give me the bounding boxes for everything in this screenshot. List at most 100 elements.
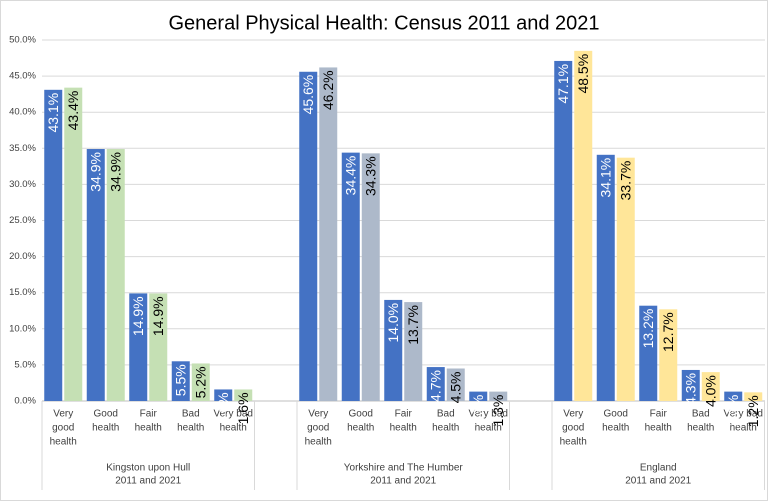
x-tick-label: health (687, 423, 714, 434)
x-tick-label: health (475, 423, 502, 434)
x-tick-label: good (562, 423, 584, 434)
bar (426, 367, 445, 401)
x-tick-label: Very (563, 409, 583, 420)
x-tick-label: good (307, 423, 329, 434)
y-tick-label: 25.0% (9, 215, 36, 226)
value-label: 34.9% (88, 152, 104, 192)
x-tick-label: health (177, 423, 204, 434)
value-label: 1.3% (725, 395, 741, 427)
value-label: 5.5% (173, 364, 189, 396)
y-tick-label: 45.0% (9, 71, 36, 82)
value-label: 4.5% (448, 372, 464, 404)
chart-title: General Physical Health: Census 2011 and… (168, 12, 599, 34)
y-tick-label: 10.0% (9, 323, 36, 334)
x-tick-label: Good (94, 409, 118, 420)
bar (744, 392, 763, 401)
x-tick-label: Fair (395, 409, 413, 420)
bar (384, 299, 403, 401)
x-tick-label: health (347, 423, 374, 434)
value-label: 1.3% (470, 395, 486, 427)
y-tick-label: 0.0% (14, 396, 36, 407)
x-tick-label: health (135, 423, 162, 434)
y-tick-label: 35.0% (9, 143, 36, 154)
bar (404, 302, 423, 401)
value-label: 48.5% (575, 54, 591, 94)
x-tick-label: Very bad (724, 409, 763, 420)
bar (616, 157, 635, 401)
group-label: Kingston upon Hull (106, 463, 190, 474)
value-label: 13.7% (405, 305, 421, 345)
x-tick-label: Good (604, 409, 628, 420)
x-tick-label: Bad (182, 409, 200, 420)
value-label: 1.6% (215, 392, 231, 424)
x-tick-label: Good (349, 409, 373, 420)
x-tick-label: health (92, 423, 119, 434)
x-tick-label: health (305, 437, 332, 448)
value-label: 33.7% (618, 161, 634, 201)
x-tick-label: health (645, 423, 672, 434)
x-tick-label: Very (53, 409, 73, 420)
value-label: 34.3% (363, 156, 379, 196)
x-tick-label: health (602, 423, 629, 434)
bar (44, 89, 63, 402)
x-tick-label: health (50, 437, 77, 448)
value-label: 47.1% (555, 64, 571, 104)
y-tick-label: 5.0% (14, 359, 36, 370)
bar (129, 293, 148, 401)
value-label: 4.3% (683, 373, 699, 405)
bar (574, 50, 593, 402)
bar (724, 391, 743, 401)
value-label: 13.2% (640, 309, 656, 349)
x-tick-label: Bad (437, 409, 455, 420)
y-tick-label: 20.0% (9, 251, 36, 262)
x-tick-label: health (730, 423, 757, 434)
bar (149, 293, 168, 401)
bar (171, 361, 190, 401)
bar (64, 87, 83, 401)
value-label: 34.9% (108, 152, 124, 192)
group-label: Yorkshire and The Humber (344, 463, 464, 474)
bar (234, 389, 253, 401)
bar (214, 389, 233, 401)
value-label: 14.9% (150, 296, 166, 336)
value-label: 45.6% (300, 75, 316, 115)
y-tick-label: 40.0% (9, 107, 36, 118)
value-label: 4.7% (428, 370, 444, 402)
x-tick-label: health (390, 423, 417, 434)
bar (299, 71, 318, 401)
bar (489, 391, 508, 401)
x-tick-label: Very bad (469, 409, 508, 420)
x-tick-label: Very bad (214, 409, 253, 420)
value-label: 34.4% (343, 156, 359, 196)
bar (86, 149, 105, 401)
value-label: 4.0% (703, 375, 719, 407)
bar (106, 149, 125, 401)
bar (554, 60, 573, 402)
x-tick-label: health (560, 437, 587, 448)
x-tick-label: Bad (692, 409, 710, 420)
x-tick-label: Fair (140, 409, 158, 420)
value-label: 14.0% (385, 303, 401, 343)
x-tick-label: health (220, 423, 247, 434)
value-label: 43.4% (65, 91, 81, 131)
bar (639, 305, 658, 401)
x-tick-label: good (52, 423, 74, 434)
bar (319, 67, 338, 401)
y-tick-label: 50.0% (9, 35, 36, 46)
group-label: England (640, 463, 677, 474)
bar (681, 369, 700, 401)
group-label: 2011 and 2021 (625, 476, 691, 487)
y-tick-label: 15.0% (9, 287, 36, 298)
value-label: 5.2% (193, 366, 209, 398)
value-label: 43.1% (45, 93, 61, 133)
value-label: 46.2% (320, 70, 336, 110)
bar (596, 154, 615, 401)
value-label: 12.7% (660, 312, 676, 352)
value-label: 1.6% (235, 392, 251, 424)
value-label: 1.3% (490, 395, 506, 427)
x-tick-label: Very (308, 409, 328, 420)
group-label: 2011 and 2021 (370, 476, 436, 487)
y-tick-label: 30.0% (9, 179, 36, 190)
